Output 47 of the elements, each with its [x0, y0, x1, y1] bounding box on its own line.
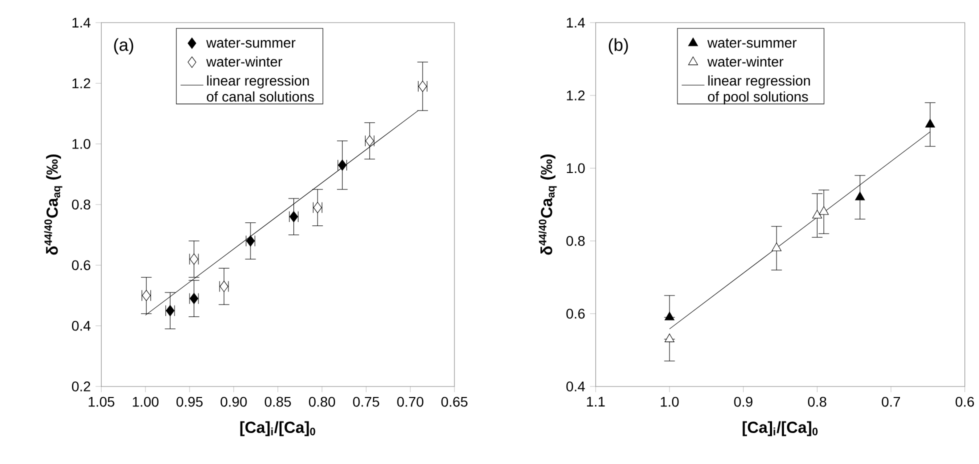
x-tick-label: 0.7 — [882, 396, 900, 407]
y-tick-label: 0.2 — [72, 382, 90, 392]
x-tick-label: 0.8 — [808, 396, 826, 407]
y-tick-label: 1.0 — [72, 139, 90, 150]
y-axis-title: δ$^{44/40}$Ca$_{aq}$ (‰) — [44, 154, 62, 255]
x-tick-label: 0.6 — [956, 396, 974, 407]
annotation: (a) — [114, 38, 134, 55]
y-tick-label: 0.8 — [566, 236, 585, 246]
y-axis-title: δ$^{44/40}$Ca$_{aq}$ (‰) — [538, 154, 557, 255]
x-tick-label: 0.90 — [220, 396, 247, 407]
legend-label: water-winter — [206, 56, 282, 67]
x-tick-label: 0.75 — [353, 396, 380, 407]
y-tick-label: 0.4 — [72, 321, 90, 331]
legend-label: water-summer — [206, 38, 296, 48]
y-tick-label: 1.2 — [566, 90, 585, 100]
x-tick-label: 1.00 — [132, 396, 158, 407]
annotation: (b) — [608, 38, 628, 55]
point — [925, 119, 936, 128]
y-tick-label: 1.2 — [72, 78, 90, 88]
legend-label: linear regression of pool solutions — [708, 76, 810, 105]
point — [818, 206, 829, 215]
x-tick-label: 0.9 — [734, 396, 752, 407]
x-axis-title: [Ca]$_{i}$/[Ca]$_{0}$ — [240, 421, 316, 436]
point — [664, 334, 674, 342]
y-tick-label: 1.4 — [72, 18, 90, 28]
x-tick-label: 1.1 — [587, 396, 605, 407]
x-tick-label: 0.70 — [397, 396, 424, 407]
legend-label: linear regression of canal solutions — [206, 76, 314, 102]
legend-label: water-summer — [707, 38, 797, 48]
y-tick-label: 0.6 — [72, 260, 90, 270]
x-tick-label: 0.65 — [441, 396, 468, 407]
point — [772, 242, 782, 252]
y-tick-label: 0.6 — [566, 308, 585, 319]
point — [812, 210, 822, 219]
x-axis-title: [Ca]$_{i}$/[Ca]$_{0}$ — [742, 421, 818, 436]
y-tick-label: 1.4 — [566, 18, 585, 28]
legend-label: water-winter — [707, 56, 784, 67]
y-tick-label: 0.4 — [566, 382, 585, 392]
x-tick-label: 0.95 — [176, 396, 203, 407]
x-tick-label: 0.85 — [264, 396, 291, 407]
x-tick-label: 1.05 — [88, 396, 114, 407]
x-tick-label: 0.80 — [308, 396, 336, 407]
point — [855, 192, 865, 200]
y-tick-label: 0.8 — [72, 200, 90, 210]
y-tick-label: 1.0 — [566, 163, 585, 174]
x-tick-label: 1.0 — [660, 396, 679, 407]
point — [664, 312, 674, 320]
